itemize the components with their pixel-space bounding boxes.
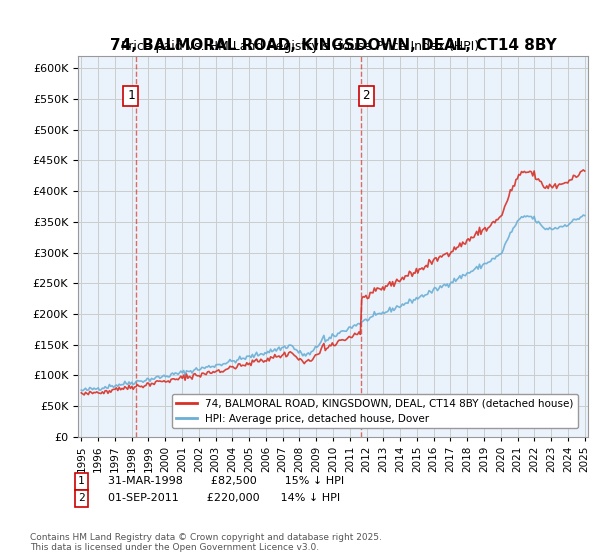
Title: 74, BALMORAL ROAD, KINGSDOWN, DEAL, CT14 8BY: 74, BALMORAL ROAD, KINGSDOWN, DEAL, CT14… [110,39,556,53]
Text: 1: 1 [127,90,134,102]
Text: 01-SEP-2011        £220,000      14% ↓ HPI: 01-SEP-2011 £220,000 14% ↓ HPI [108,493,340,503]
Text: 31-MAR-1998        £82,500        15% ↓ HPI: 31-MAR-1998 £82,500 15% ↓ HPI [108,477,344,487]
Text: 2: 2 [78,493,85,503]
Text: 1: 1 [78,477,85,487]
Text: Price paid vs. HM Land Registry's House Price Index (HPI): Price paid vs. HM Land Registry's House … [121,40,479,53]
Text: 2: 2 [362,90,370,102]
Text: Contains HM Land Registry data © Crown copyright and database right 2025.
This d: Contains HM Land Registry data © Crown c… [30,533,382,552]
Legend: 74, BALMORAL ROAD, KINGSDOWN, DEAL, CT14 8BY (detached house), HPI: Average pric: 74, BALMORAL ROAD, KINGSDOWN, DEAL, CT14… [172,394,578,428]
